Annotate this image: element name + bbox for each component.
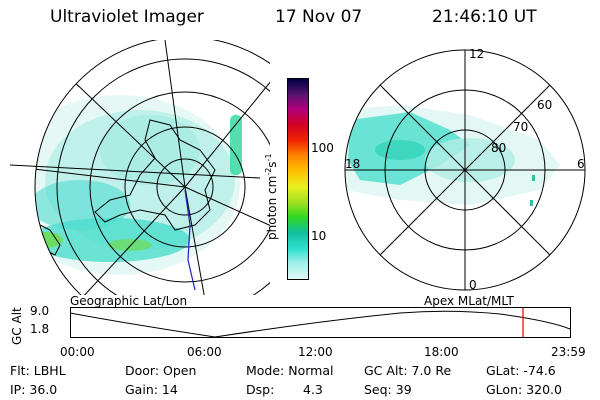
lat-80-label: 80: [491, 141, 507, 155]
mlt-0-label: 0: [469, 278, 477, 292]
dsp-label: Dsp:: [246, 382, 275, 397]
gc-alt-status: GC Alt: 7.0 Re: [364, 363, 452, 378]
colorbar-unit-label: photon cm-2s-1: [264, 153, 279, 240]
xtick-2359: 23:59: [551, 345, 586, 359]
colorbar-tick-10: 10: [311, 229, 327, 243]
geographic-map: [10, 40, 270, 295]
app-title: Ultraviolet Imager: [50, 7, 204, 27]
mlt-6-label: 6: [577, 157, 585, 171]
mlt-12-label: 12: [469, 47, 485, 61]
track-line: [184, 189, 196, 291]
gain-status: Gain: 14: [125, 382, 178, 397]
color-scale: [287, 78, 309, 280]
geographic-caption: Geographic Lat/Lon: [70, 294, 188, 308]
mode-status: Mode: Normal: [246, 363, 334, 378]
apex-caption: Apex MLat/MLT: [424, 294, 514, 308]
dsp-value: 4.3: [303, 382, 323, 397]
altitude-timeline: [70, 307, 571, 338]
glat-status: GLat: -74.6: [486, 363, 556, 378]
xtick-1200: 12:00: [298, 345, 333, 359]
filter-status: Flt: LBHL: [10, 363, 66, 378]
xtick-0600: 06:00: [187, 345, 222, 359]
seq-status: Seq: 39: [364, 382, 412, 397]
lat-60-label: 60: [537, 98, 553, 112]
coastline: [94, 119, 216, 231]
date-label: 17 Nov 07: [275, 7, 363, 27]
mlt-18-label: 18: [345, 157, 361, 171]
xtick-0000: 00:00: [60, 345, 95, 359]
glon-status: GLon: 320.0: [486, 382, 562, 397]
xtick-1800: 18:00: [424, 345, 459, 359]
timeline-ylabel: GC Alt: [10, 307, 24, 345]
ip-status: IP: 36.0: [10, 382, 58, 397]
colorbar-tick-100: 100: [311, 141, 334, 155]
earth-limb: [34, 40, 270, 295]
timeline-ytick-bottom: 1.8: [30, 322, 50, 336]
time-label: 21:46:10 UT: [432, 7, 537, 27]
timeline-ytick-top: 9.0: [30, 304, 50, 318]
altitude-curve: [70, 310, 571, 338]
door-status: Door: Open: [125, 363, 197, 378]
lat-70-label: 70: [513, 120, 529, 134]
polar-plot: [344, 49, 586, 291]
